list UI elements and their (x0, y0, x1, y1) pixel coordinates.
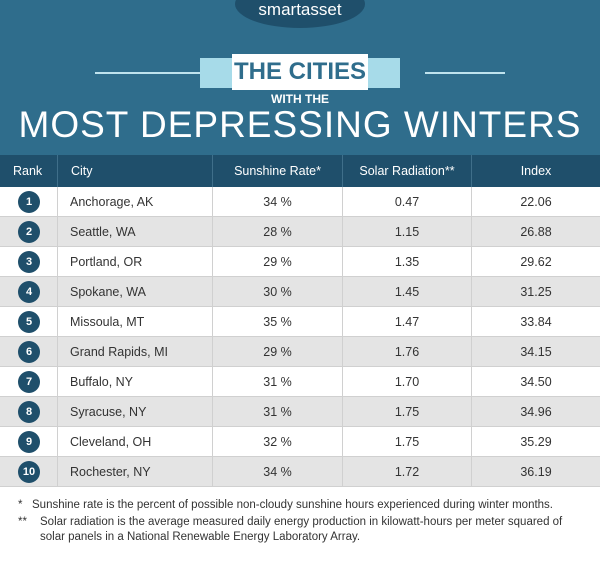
table-cell: Cleveland, OH (57, 427, 212, 457)
table-cell: 1.76 (342, 337, 471, 367)
table-cell: 31 % (212, 367, 342, 397)
table-cell: 36.19 (471, 457, 600, 487)
footnote-marker: * (18, 499, 23, 511)
table-cell: 35 % (212, 307, 342, 337)
table-cell: 29 % (212, 337, 342, 367)
table-cell: 33.84 (471, 307, 600, 337)
table-cell: Rochester, NY (57, 457, 212, 487)
table-cell: 29.62 (471, 247, 600, 277)
rule (95, 72, 205, 74)
table-cell: Grand Rapids, MI (57, 337, 212, 367)
rank-badge: 10 (18, 461, 40, 483)
table-row (0, 307, 600, 337)
table-cell: Anchorage, AK (57, 187, 212, 217)
table-cell: 34 % (212, 187, 342, 217)
rank-badge: 7 (18, 371, 40, 393)
rule (425, 72, 505, 74)
table-cell: 1.35 (342, 247, 471, 277)
header: smartasset THE CITIES WITH THE MOST DEPR… (0, 0, 600, 155)
rank-badge: 2 (18, 221, 40, 243)
table-cell: 1.75 (342, 427, 471, 457)
table-row (0, 187, 600, 217)
rank-badge: 1 (18, 191, 40, 213)
table-cell: 22.06 (471, 187, 600, 217)
table-cell: 26.88 (471, 217, 600, 247)
table-cell: Buffalo, NY (57, 367, 212, 397)
table-cell: 32 % (212, 427, 342, 457)
column-header: Solar Radiation** (342, 155, 471, 187)
table-cell: 1.15 (342, 217, 471, 247)
column-header: Index (471, 155, 600, 187)
table-row (0, 457, 600, 487)
table-cell: 1.70 (342, 367, 471, 397)
table-cell: 1.75 (342, 397, 471, 427)
table-cell: 34.50 (471, 367, 600, 397)
table-cell: 35.29 (471, 427, 600, 457)
rank-badge: 6 (18, 341, 40, 363)
table-cell: 31 % (212, 397, 342, 427)
table-cell: 1.72 (342, 457, 471, 487)
table-cell: Missoula, MT (57, 307, 212, 337)
table-cell: 1.45 (342, 277, 471, 307)
table-row (0, 427, 600, 457)
footnote: ** Solar radiation is the average measure… (18, 515, 588, 545)
table-row (0, 367, 600, 397)
footnote: * Sunshine rate is the percent of possibl… (18, 498, 588, 513)
table-row (0, 247, 600, 277)
table-cell: 34 % (212, 457, 342, 487)
column-header: Rank (13, 164, 43, 178)
column-header: Sunshine Rate* (212, 155, 342, 187)
rank-badge: 3 (18, 251, 40, 273)
table-row (0, 397, 600, 427)
rank-badge: 8 (18, 401, 40, 423)
banner: THE CITIES (232, 54, 368, 90)
column-header: City (57, 155, 212, 187)
table-cell: 30 % (212, 277, 342, 307)
title: MOST DEPRESSING WINTERS (18, 104, 582, 145)
footnote-text: Solar radiation is the average measured … (40, 516, 563, 543)
header-row (0, 155, 600, 187)
table-cell: 34.15 (471, 337, 600, 367)
table-row (0, 337, 600, 367)
table-cell: 0.47 (342, 187, 471, 217)
rank-badge: 4 (18, 281, 40, 303)
footnote-marker: ** (18, 516, 27, 528)
table-row (0, 217, 600, 247)
rank-badge: 9 (18, 431, 40, 453)
subtitle: WITH THE (271, 92, 329, 106)
table-cell: Seattle, WA (57, 217, 212, 247)
table-cell: 1.47 (342, 307, 471, 337)
table-row (0, 277, 600, 307)
table-cell: 28 % (212, 217, 342, 247)
footnote-text: Sunshine rate is the percent of possible… (32, 499, 554, 511)
table-cell: 34.96 (471, 397, 600, 427)
table-cell: Spokane, WA (57, 277, 212, 307)
table-cell: 29 % (212, 247, 342, 277)
brand-logo: smartasset (235, 0, 365, 28)
rank-badge: 5 (18, 311, 40, 333)
table-cell: Portland, OR (57, 247, 212, 277)
table-cell: Syracuse, NY (57, 397, 212, 427)
table-cell: 31.25 (471, 277, 600, 307)
